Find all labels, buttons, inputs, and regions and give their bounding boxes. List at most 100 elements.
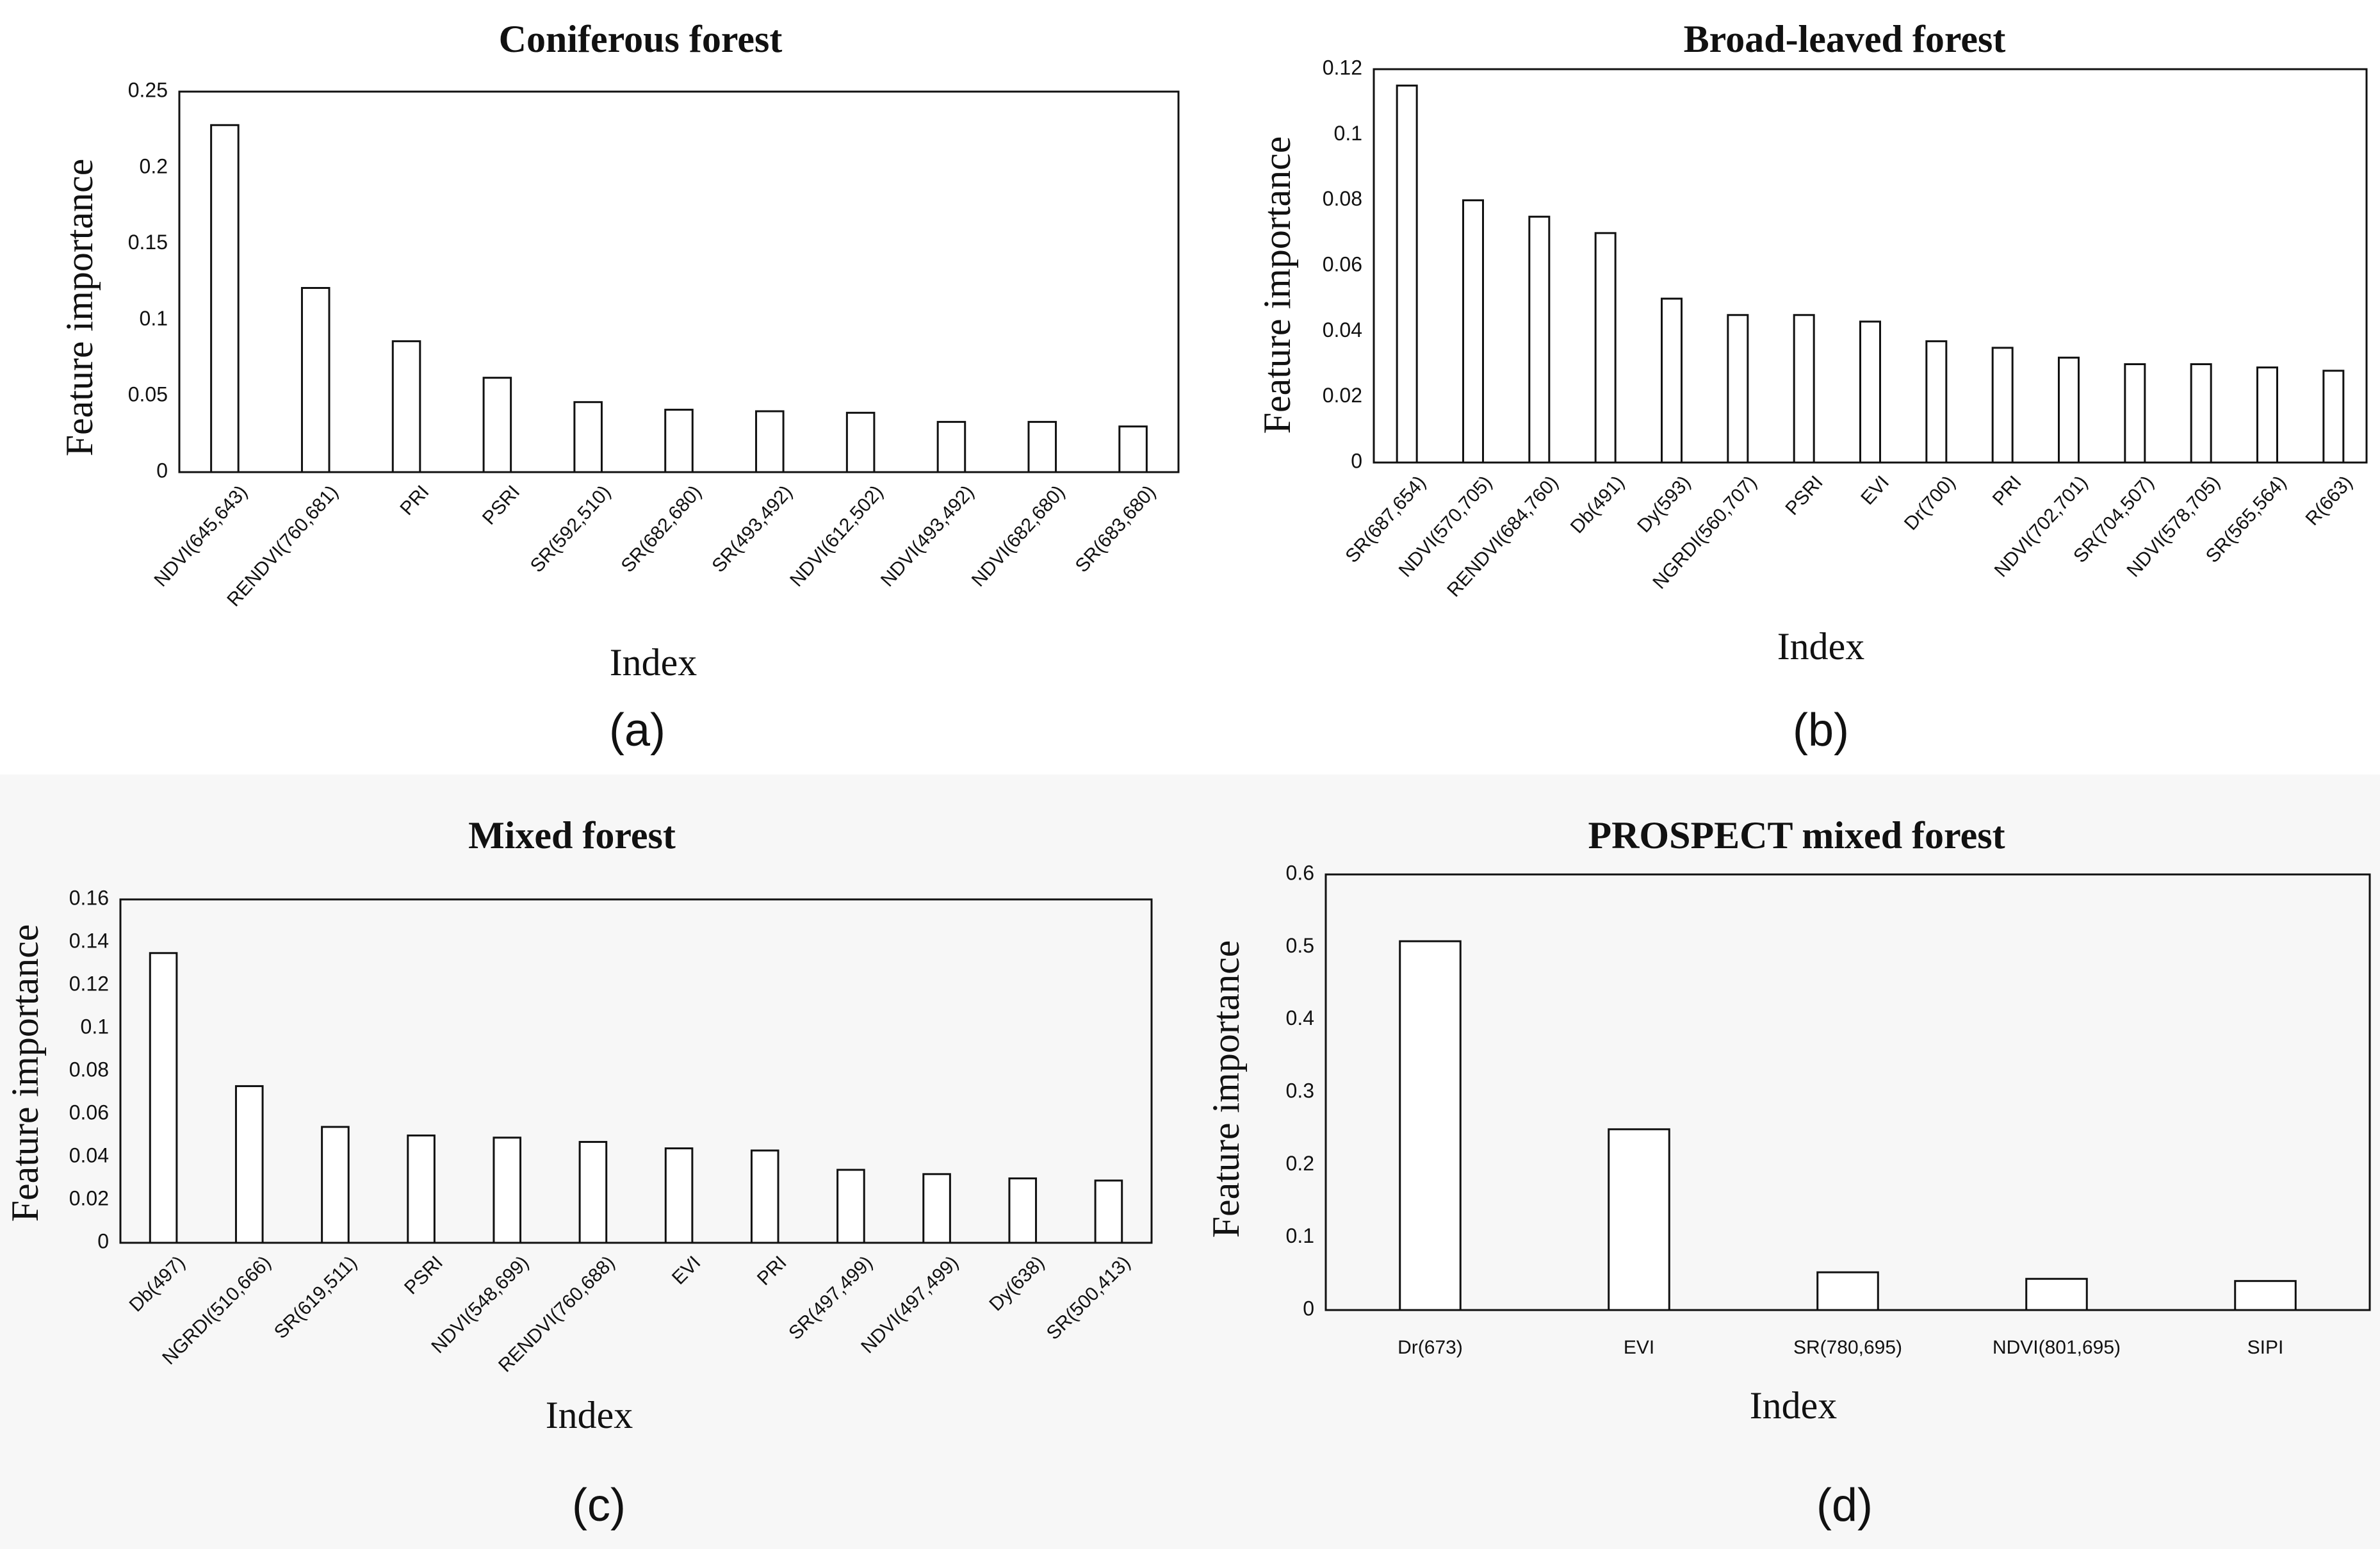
chart-a-y-axis-title: Feature importance <box>58 159 101 457</box>
chart-d-bar <box>1399 940 1462 1311</box>
chart-c-y-tick-label: 0.16 <box>69 886 109 909</box>
chart-b-x-tick-label: EVI <box>1857 472 1893 509</box>
chart-d-x-tick-label: SR(780,695) <box>1793 1337 1902 1358</box>
chart-c-x-tick-label: PRI <box>753 1252 791 1290</box>
chart-c-y-tick-label: 0.1 <box>81 1015 109 1038</box>
chart-b-x-tick-label: PRI <box>1989 472 2026 510</box>
chart-a-bar <box>210 124 240 473</box>
chart-a-x-tick-label: SR(493,492) <box>708 482 796 577</box>
chart-b-x-axis-title: Index <box>1777 625 1865 668</box>
chart-d-panel-label: (d) <box>1816 1480 1873 1531</box>
chart-d-x-tick-label: EVI <box>1624 1337 1654 1358</box>
chart-b-x-tick-label: RENDVI(684,760) <box>1443 472 1562 602</box>
chart-d-x-tick-label: SIPI <box>2247 1337 2284 1358</box>
chart-c-y-tick-label: 0.02 <box>69 1186 109 1209</box>
chart-c-y-tick-label: 0.04 <box>69 1143 109 1167</box>
chart-b-y-tick-label: 0.02 <box>1323 384 1362 407</box>
chart-d-plot-frame <box>1324 873 2371 1311</box>
chart-b-bar <box>2190 363 2212 464</box>
chart-a-y-tick-label: 0 <box>156 459 168 482</box>
chart-c-bar <box>149 952 178 1244</box>
chart-b-y-tick-label: 0.08 <box>1323 187 1362 210</box>
chart-b-bar <box>2124 363 2146 464</box>
chart-c-bar <box>1008 1177 1038 1244</box>
chart-c-bar <box>664 1147 694 1244</box>
chart-c-bar <box>234 1085 264 1244</box>
chart-a-x-tick-label: SR(683,680) <box>1072 482 1160 577</box>
chart-b-title: Broad-leaved forest <box>1684 18 2006 60</box>
chart-a-x-tick-label: SR(592,510) <box>526 482 615 577</box>
chart-c-bar <box>578 1141 608 1244</box>
chart-c-x-tick-label: SR(500,413) <box>1043 1252 1135 1344</box>
chart-d-x-tick-label: Dr(673) <box>1398 1337 1463 1358</box>
chart-b-bar <box>2256 366 2278 464</box>
chart-c-y-tick-label: 0.08 <box>69 1058 109 1081</box>
chart-d-y-tick-label: 0 <box>1303 1297 1314 1320</box>
chart-a-y-tick-label: 0.2 <box>140 154 168 177</box>
chart-b-x-tick-label: R(663) <box>2302 472 2357 530</box>
chart-a-title: Coniferous forest <box>499 18 783 60</box>
chart-b-bar <box>1793 314 1815 464</box>
chart-b-x-tick-label: PSRI <box>1781 472 1827 520</box>
chart-c-y-axis-title: Feature importance <box>4 924 46 1222</box>
chart-b-x-tick-label: Db(491) <box>1567 472 1629 538</box>
chart-c-bar <box>407 1135 436 1244</box>
chart-a-x-tick-label: NDVI(493,492) <box>877 482 978 591</box>
chart-b-y-tick-label: 0.1 <box>1334 122 1362 145</box>
chart-a-bar <box>300 287 330 473</box>
chart-b-bar <box>1925 340 1948 464</box>
chart-a-x-tick-label: PRI <box>396 482 433 520</box>
chart-a-bar <box>755 410 785 473</box>
chart-b-panel-label: (b) <box>1793 705 1849 756</box>
chart-b-bar <box>1661 297 1683 464</box>
chart-c-x-tick-label: SR(619,511) <box>270 1252 361 1343</box>
chart-c-y-tick-label: 0.12 <box>69 972 109 995</box>
chart-a-bar <box>664 409 694 473</box>
chart-d-title: PROSPECT mixed forest <box>1588 814 2005 856</box>
chart-c-bar <box>836 1168 865 1244</box>
chart-c-x-tick-label: PSRI <box>400 1252 447 1299</box>
chart-c-bar <box>493 1136 522 1244</box>
chart-c-x-tick-label: SR(497,499) <box>785 1252 877 1344</box>
chart-a-bar <box>1118 425 1148 473</box>
chart-c-bar <box>1094 1179 1123 1244</box>
bottom-background <box>0 774 2380 1549</box>
chart-c-bar <box>321 1126 350 1244</box>
chart-b-bar <box>1528 215 1551 464</box>
chart-a-bar <box>1027 421 1057 473</box>
chart-d-y-axis-title: Feature importance <box>1205 940 1247 1238</box>
chart-c-bar <box>922 1173 951 1244</box>
chart-a-x-tick-label: SR(682,680) <box>617 482 706 577</box>
chart-c-panel-label: (c) <box>572 1480 626 1531</box>
chart-b-x-tick-label: Dy(593) <box>1633 472 1695 537</box>
chart-c-bar <box>750 1149 779 1244</box>
chart-d-y-tick-label: 0.2 <box>1286 1152 1314 1175</box>
chart-a-panel-label: (a) <box>609 705 665 756</box>
chart-d-y-tick-label: 0.4 <box>1286 1006 1314 1029</box>
chart-a-y-tick-label: 0.25 <box>128 78 168 101</box>
chart-a-x-axis-title: Index <box>610 641 697 684</box>
chart-b-x-tick-label: Dr(700) <box>1900 472 1960 535</box>
chart-b-bar <box>1594 232 1617 464</box>
chart-c-y-tick-label: 0 <box>97 1229 109 1252</box>
chart-b-y-tick-label: 0.06 <box>1323 252 1362 275</box>
chart-a-bar <box>936 421 966 473</box>
chart-d-bar <box>1608 1128 1670 1311</box>
chart-b-y-tick-label: 0.12 <box>1323 56 1362 79</box>
chart-d-y-tick-label: 0.1 <box>1286 1224 1314 1247</box>
chart-d-y-tick-label: 0.3 <box>1286 1079 1314 1102</box>
chart-b-y-axis-title: Feature importance <box>1256 136 1298 434</box>
chart-b-bar <box>1991 347 2014 464</box>
chart-b-bar <box>1396 85 1418 464</box>
chart-b-bar <box>1462 199 1484 464</box>
chart-b-bar <box>1727 314 1749 464</box>
chart-a-bar <box>573 401 603 473</box>
chart-d-x-tick-label: NDVI(801,695) <box>1993 1337 2121 1358</box>
chart-d-bar <box>2025 1277 2088 1311</box>
chart-d-bar <box>1816 1271 1879 1311</box>
chart-a-bar <box>845 411 876 473</box>
chart-a-x-tick-label: NDVI(645,643) <box>150 482 251 591</box>
chart-d-y-tick-label: 0.5 <box>1286 934 1314 957</box>
